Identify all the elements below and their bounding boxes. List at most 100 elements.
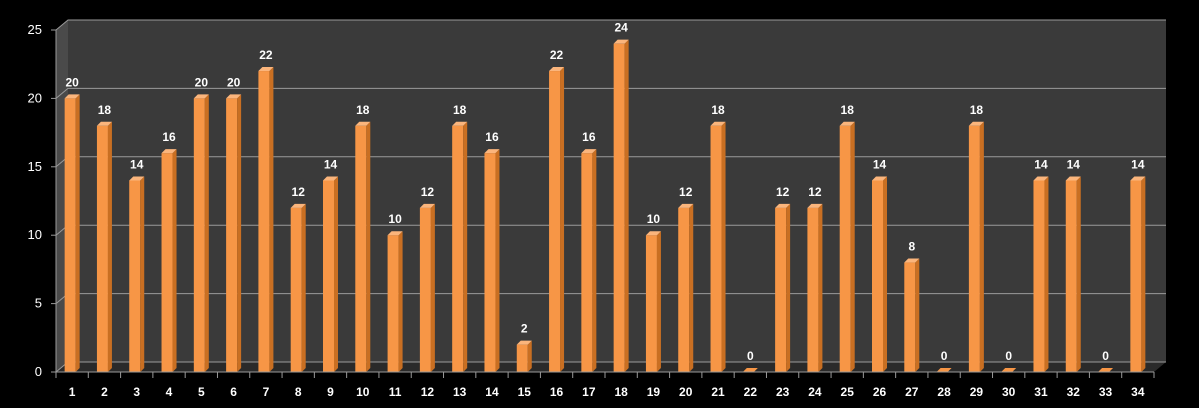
bar	[549, 67, 565, 372]
bar-top	[645, 231, 661, 236]
x-tick-label: 32	[1067, 385, 1081, 399]
bar-top	[323, 176, 338, 181]
data-label: 22	[259, 48, 273, 62]
bar-side	[883, 176, 887, 372]
bar-top	[226, 94, 242, 99]
x-tick-label: 7	[263, 385, 270, 399]
bar-top	[516, 340, 532, 345]
bar-side	[850, 121, 855, 372]
bar-side	[495, 149, 500, 372]
bar-top	[419, 203, 435, 208]
data-label: 14	[1034, 157, 1048, 171]
bar-side	[786, 203, 791, 372]
data-label: 18	[711, 103, 725, 117]
bar-top	[1065, 176, 1081, 181]
bar	[872, 176, 887, 372]
x-tick-label: 31	[1034, 385, 1048, 399]
data-label: 2	[521, 322, 528, 336]
bar-side	[527, 340, 532, 372]
x-tick-label: 2	[101, 385, 108, 399]
bar-front	[323, 180, 334, 372]
bar-side	[269, 67, 274, 372]
x-tick-label: 10	[356, 385, 370, 399]
data-label: 0	[1005, 349, 1012, 363]
x-axis-ticks: 1 2 3 4 5 6 7 8 9 10 11 12 13 14 15 16 17 18 19 20 21 22 23 24 2…	[55, 371, 1155, 399]
bar-front	[193, 98, 205, 373]
bar	[1065, 176, 1081, 372]
bar-side	[366, 121, 371, 372]
x-tick-label: 5	[198, 385, 205, 399]
bar	[645, 231, 661, 372]
bar	[678, 203, 694, 372]
bar-top	[872, 176, 887, 181]
bar	[290, 203, 306, 372]
bar-top	[258, 67, 274, 72]
bar-top	[904, 258, 920, 263]
bar-side	[1141, 176, 1146, 372]
bar-side	[334, 176, 338, 372]
data-label: 12	[421, 185, 435, 199]
bar	[1098, 368, 1114, 372]
bar-side	[204, 94, 209, 373]
bar-side	[75, 94, 80, 373]
bar	[452, 121, 468, 372]
bar	[1033, 176, 1049, 372]
bar-front	[290, 207, 302, 372]
data-label: 14	[324, 157, 338, 171]
bar-front	[516, 344, 528, 372]
y-tick-label: 5	[35, 296, 42, 311]
data-label: 16	[582, 130, 596, 144]
bar	[64, 94, 80, 373]
x-tick-label: 23	[776, 385, 790, 399]
bar	[419, 203, 435, 372]
data-label: 24	[614, 21, 628, 35]
data-label: 8	[908, 240, 915, 254]
bar-side	[1076, 176, 1081, 372]
x-tick-label: 4	[166, 385, 173, 399]
y-tick-label: 0	[35, 364, 42, 379]
bar-side	[237, 94, 242, 373]
bar-top	[775, 203, 791, 208]
x-tick-label: 22	[744, 385, 758, 399]
bar	[710, 121, 726, 372]
data-label: 14	[1131, 157, 1145, 171]
bar-top	[839, 121, 855, 126]
bar	[387, 231, 403, 372]
x-tick-label: 25	[841, 385, 855, 399]
bars	[64, 39, 1146, 373]
bar-top	[161, 149, 177, 154]
bar-front	[839, 125, 851, 372]
data-label: 12	[808, 185, 822, 199]
x-tick-label: 28	[937, 385, 951, 399]
data-label: 18	[356, 103, 370, 117]
bar-front	[807, 207, 819, 372]
bar-flat	[1098, 368, 1114, 372]
bar	[96, 121, 112, 372]
x-tick-label: 6	[230, 385, 237, 399]
x-tick-label: 1	[69, 385, 76, 399]
data-label: 20	[195, 75, 209, 89]
data-label: 22	[550, 48, 564, 62]
data-label: 16	[485, 130, 499, 144]
bar-side	[1044, 176, 1049, 372]
bar-side	[592, 149, 597, 372]
bar-top	[678, 203, 694, 208]
bar-top	[193, 94, 209, 99]
gridline	[55, 87, 1166, 99]
bar-top	[807, 203, 823, 208]
x-tick-label: 3	[133, 385, 140, 399]
bar	[936, 368, 952, 372]
bar-front	[645, 235, 657, 372]
bar-side	[624, 39, 629, 373]
data-label: 16	[162, 130, 176, 144]
bar-front	[678, 207, 690, 372]
data-label: 18	[970, 103, 984, 117]
x-tick-label: 11	[389, 385, 402, 399]
x-tick-label: 8	[295, 385, 302, 399]
bar	[1001, 368, 1017, 372]
bar	[775, 203, 791, 372]
bar-side	[979, 121, 984, 372]
data-label: 12	[776, 185, 790, 199]
